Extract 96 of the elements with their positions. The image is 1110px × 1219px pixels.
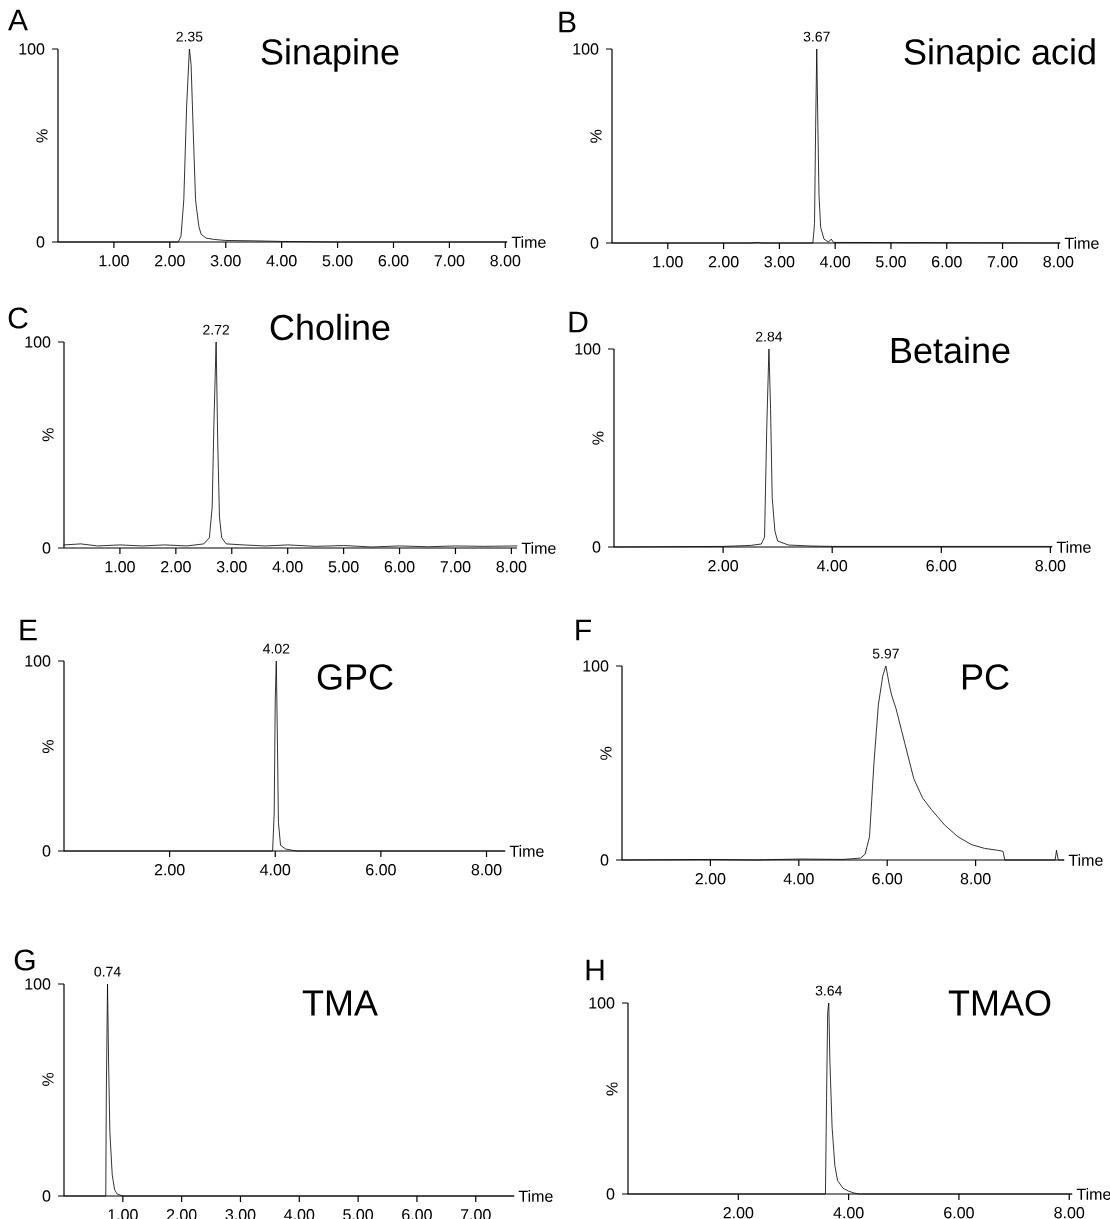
x-tick-label: 4.00	[817, 560, 848, 572]
x-tick-label: 6.00	[384, 561, 415, 573]
text: D	[569, 311, 588, 333]
x-tick-label: 8.00	[1035, 560, 1066, 572]
chart-title: GPC	[317, 664, 393, 690]
x-axis-title: Time	[521, 542, 556, 554]
x-tick-label: 6.00	[926, 560, 957, 572]
y-tick-label: 100	[583, 660, 609, 672]
x-tick-label: 4.00	[272, 561, 303, 573]
x-tick-label: 4.00	[783, 873, 814, 885]
y-tick-label: 100	[25, 978, 51, 990]
x-tick-label: 7.00	[987, 256, 1018, 268]
chart-title: Sinapine	[261, 38, 399, 72]
x-tick-label: 4.00	[260, 864, 291, 876]
x-axis-title: Time	[518, 1190, 553, 1202]
chart-title: TMA	[302, 990, 378, 1016]
x-tick-label: 2.00	[708, 560, 739, 572]
x-tick-label: 4.00	[266, 255, 297, 267]
y-axis-title: %	[42, 428, 54, 442]
text: H	[586, 959, 604, 981]
x-tick-label: 6.00	[932, 256, 962, 268]
y-tick-label: 100	[589, 997, 615, 1009]
x-tick-label: 1.00	[105, 561, 135, 573]
text: C	[8, 307, 28, 329]
x-tick-label: 5.00	[322, 255, 353, 267]
y-tick-label: 0	[590, 237, 599, 249]
x-tick-label: 3.00	[764, 256, 795, 268]
y-axis-title: %	[592, 431, 604, 445]
text: G	[14, 949, 35, 971]
y-tick-label: 0	[600, 854, 609, 866]
x-tick-label: 7.00	[434, 255, 465, 267]
chart-title: PC	[962, 664, 1009, 690]
y-tick-label: 0	[592, 541, 601, 553]
x-axis-title: Time	[511, 236, 546, 248]
x-axis-title: Time	[1056, 541, 1091, 553]
y-tick-label: 0	[36, 236, 45, 248]
x-tick-label: 3.00	[210, 255, 241, 267]
text: B	[559, 11, 576, 33]
x-tick-label: 8.00	[471, 864, 502, 876]
y-axis-title: %	[36, 129, 48, 143]
x-axis-title: Time	[1068, 854, 1103, 866]
x-tick-label: 2.00	[161, 561, 191, 573]
x-tick-label: 8.00	[1043, 256, 1074, 268]
text: E	[20, 619, 37, 641]
annotation: 2.84	[755, 331, 783, 342]
y-axis-title: %	[42, 739, 54, 754]
y-tick-label: 100	[19, 43, 45, 55]
annotation: 3.67	[803, 31, 830, 42]
y-axis-title: %	[600, 746, 612, 760]
x-tick-label: 5.00	[876, 256, 906, 268]
x-tick-label: 1.00	[653, 256, 683, 268]
y-tick-label: 100	[25, 655, 51, 667]
x-tick-label: 3.00	[216, 561, 247, 573]
x-axis-title: Time	[509, 845, 544, 857]
x-tick-label: 2.00	[154, 864, 185, 876]
x-tick-label: 4.00	[833, 1207, 864, 1219]
y-tick-label: 0	[42, 1190, 51, 1202]
x-axis-title: Time	[1076, 1188, 1110, 1200]
chart-title: Choline	[270, 313, 390, 341]
x-tick-label: 6.00	[944, 1207, 974, 1219]
x-tick-label: 2.00	[708, 256, 739, 268]
text: F	[576, 619, 591, 641]
text: A	[8, 9, 28, 31]
y-tick-label: 0	[606, 1188, 615, 1200]
x-tick-label: 2.00	[723, 1207, 754, 1219]
annotation: 2.35	[176, 31, 203, 42]
annotation: 4.02	[263, 643, 290, 654]
y-axis-title: %	[42, 1072, 54, 1086]
x-tick-label: 1.00	[99, 255, 129, 267]
x-tick-label: 8.00	[960, 873, 991, 885]
x-tick-label: 8.00	[1054, 1207, 1085, 1219]
x-tick-label: 6.00	[366, 864, 396, 876]
chart-title: Sinapic acid	[904, 38, 1095, 72]
y-tick-label: 100	[25, 336, 51, 348]
annotation: 3.64	[815, 985, 842, 996]
x-tick-label: 2.00	[695, 873, 726, 885]
y-tick-label: 100	[575, 343, 601, 355]
x-tick-label: 6.00	[872, 873, 903, 885]
x-tick-label: 8.00	[496, 561, 527, 573]
chart-title: Betaine	[891, 336, 1010, 364]
annotation: 0.74	[94, 966, 121, 977]
y-tick-label: 0	[42, 845, 51, 857]
x-tick-label: 6.00	[378, 255, 409, 267]
x-tick-label: 4.00	[819, 256, 851, 268]
y-tick-label: 100	[573, 43, 599, 55]
y-tick-label: 0	[42, 542, 51, 554]
x-tick-label: 8.00	[490, 255, 521, 267]
x-tick-label: 2.00	[155, 255, 185, 267]
annotation: 2.72	[203, 324, 230, 335]
x-tick-label: 5.00	[328, 561, 359, 573]
x-axis-title: Time	[1064, 237, 1099, 249]
y-axis-title: %	[606, 1082, 618, 1096]
y-axis-title: %	[590, 129, 602, 143]
annotation: 5.97	[872, 648, 899, 659]
x-tick-label: 7.00	[440, 561, 471, 573]
chart-title: TMAO	[948, 990, 1051, 1016]
